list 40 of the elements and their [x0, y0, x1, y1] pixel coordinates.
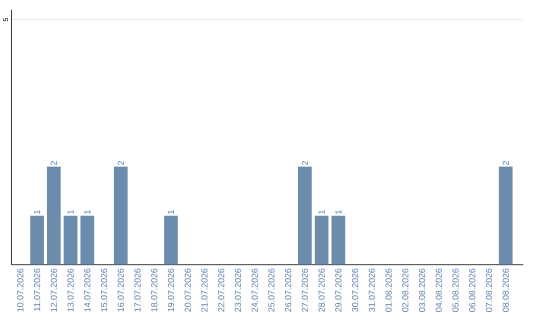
x-tick-label: 17.07.2026 — [134, 268, 141, 312]
x-tick-label: 18.07.2026 — [151, 268, 158, 312]
x-tick-label: 13.07.2026 — [67, 268, 74, 312]
x-tick-label: 19.07.2026 — [168, 268, 174, 312]
x-tick-label: 03.08.2026 — [418, 268, 426, 312]
data-label: 1 — [168, 210, 174, 214]
x-tick-label: 29.07.2026 — [335, 268, 342, 312]
x-tick-label: 23.07.2026 — [234, 268, 242, 312]
x-tick-label: 04.08.2026 — [436, 268, 442, 312]
data-label: 1 — [84, 210, 90, 214]
data-label: 1 — [335, 210, 342, 214]
x-tick-label: 22.07.2026 — [218, 268, 224, 312]
data-label: 1 — [68, 210, 74, 214]
x-tick-label: 01.08.2026 — [385, 268, 392, 312]
x-tick-label: 12.07.2026 — [50, 268, 57, 312]
x-tick-label: 31.07.2026 — [368, 268, 375, 312]
x-tick-label: 08.08.2026 — [502, 268, 509, 312]
data-label: 1 — [318, 210, 325, 214]
x-tick-label: 05.08.2026 — [452, 268, 459, 312]
x-tick-label: 15.07.2026 — [100, 268, 108, 312]
x-tick-label: 16.07.2026 — [118, 268, 124, 312]
x-tick-label: 07.08.2026 — [486, 268, 492, 312]
x-tick-label: 26.07.2026 — [285, 268, 292, 312]
x-tick-label: 10.07.2026 — [17, 268, 24, 312]
data-label: 2 — [50, 160, 57, 165]
x-tick-label: 02.08.2026 — [402, 268, 408, 312]
x-tick-label: 28.07.2026 — [318, 268, 325, 312]
x-tick-label: 27.07.2026 — [302, 268, 308, 312]
x-tick-label: 11.07.2026 — [34, 268, 40, 311]
x-tick-label: 24.07.2026 — [252, 268, 258, 312]
x-tick-label: 21.07.2026 — [201, 268, 208, 312]
x-tick-label: 06.08.2026 — [469, 268, 476, 312]
x-tick-label: 20.07.2026 — [184, 268, 191, 312]
x-tick-label: 14.07.2026 — [84, 268, 90, 312]
data-label: 2 — [302, 160, 308, 165]
x-tick-label: 25.07.2026 — [268, 268, 275, 312]
data-label: 1 — [34, 210, 40, 214]
data-label: 2 — [502, 160, 509, 165]
data-label: 2 — [118, 160, 124, 165]
x-tick-label: 30.07.2026 — [352, 268, 358, 312]
